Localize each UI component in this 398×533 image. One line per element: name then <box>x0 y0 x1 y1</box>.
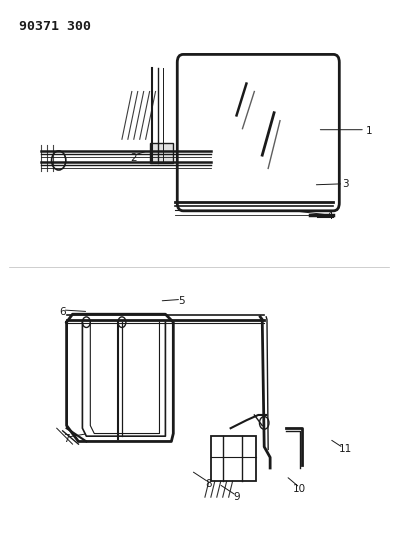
Text: 90371 300: 90371 300 <box>19 20 91 33</box>
Bar <box>211 436 256 481</box>
Text: 5: 5 <box>178 296 185 306</box>
Text: 3: 3 <box>342 179 349 189</box>
Text: 1: 1 <box>366 126 372 136</box>
Text: 2: 2 <box>131 153 137 163</box>
Text: 4: 4 <box>326 211 333 221</box>
Text: 7: 7 <box>63 434 70 444</box>
Text: 6: 6 <box>59 306 66 317</box>
Bar <box>150 143 173 163</box>
Text: 10: 10 <box>293 484 306 494</box>
Text: 8: 8 <box>206 479 212 489</box>
Text: 9: 9 <box>233 492 240 502</box>
Text: 11: 11 <box>339 445 352 455</box>
